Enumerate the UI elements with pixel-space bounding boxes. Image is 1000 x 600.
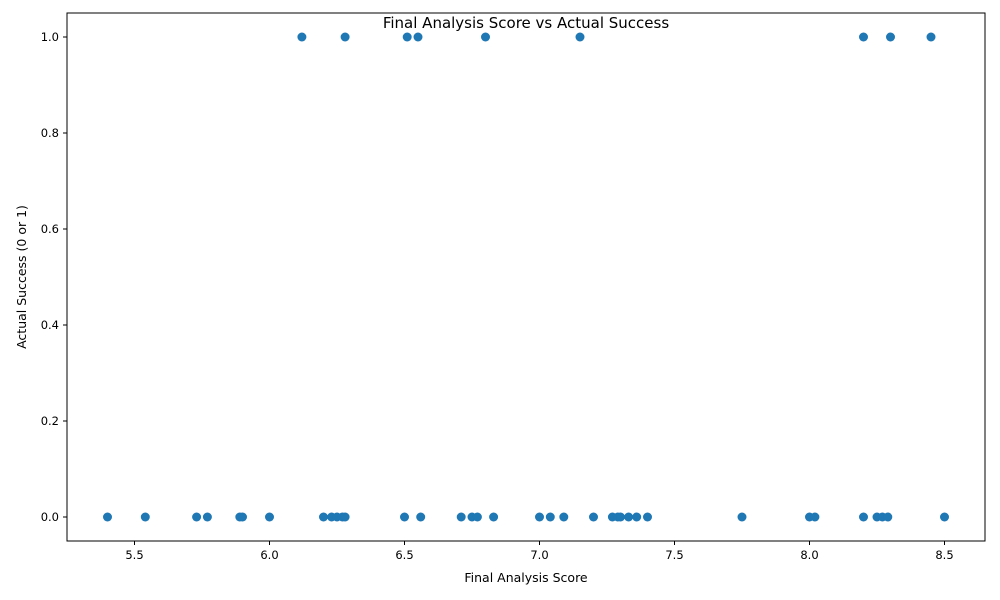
data-point <box>481 32 490 42</box>
x-tick-label: 8.5 <box>935 548 953 562</box>
data-point <box>632 512 642 522</box>
data-point <box>926 32 936 42</box>
y-tick-label: 0.6 <box>41 222 59 236</box>
data-point <box>400 512 409 522</box>
x-tick-label: 7.5 <box>665 548 683 562</box>
x-tick-label: 8.0 <box>800 548 818 562</box>
data-point <box>238 512 247 522</box>
x-axis-label: Final Analysis Score <box>464 570 588 585</box>
y-tick-label: 0.0 <box>41 510 59 524</box>
data-point <box>940 512 949 522</box>
plot-frame <box>66 12 986 542</box>
data-point <box>140 512 150 522</box>
data-point <box>319 512 328 522</box>
data-point <box>402 32 412 42</box>
data-point <box>886 32 895 42</box>
data-point <box>624 512 634 522</box>
data-point <box>340 32 350 42</box>
x-tick-label: 6.0 <box>260 548 278 562</box>
data-point <box>883 512 893 522</box>
data-point <box>616 512 625 522</box>
data-point <box>545 512 555 522</box>
data-point <box>737 512 747 522</box>
data-point <box>472 512 482 522</box>
data-point <box>340 512 350 522</box>
data-points <box>103 32 949 522</box>
y-axis-ticks: 0.0 0.2 0.4 0.6 0.8 1.0 <box>41 30 67 524</box>
chart-title: Final Analysis Score vs Actual Success <box>383 14 669 32</box>
data-point <box>643 512 652 522</box>
data-point <box>202 512 212 522</box>
data-point <box>456 512 466 522</box>
data-point <box>859 32 868 42</box>
data-point <box>297 32 307 42</box>
data-point <box>810 512 820 522</box>
data-point <box>559 512 569 522</box>
data-point <box>575 32 585 42</box>
y-axis-label: Actual Success (0 or 1) <box>14 205 29 349</box>
data-point <box>413 32 423 42</box>
y-tick-label: 0.2 <box>41 414 59 428</box>
data-point <box>265 512 274 522</box>
x-axis-ticks: 5.5 6.0 6.5 7.0 7.5 8.0 8.5 <box>125 541 954 562</box>
data-point <box>535 512 544 522</box>
y-tick-label: 0.8 <box>41 126 59 140</box>
x-tick-label: 6.5 <box>395 548 413 562</box>
data-point <box>489 512 499 522</box>
data-point <box>416 512 426 522</box>
data-point <box>192 512 202 522</box>
data-point <box>103 512 112 522</box>
data-point <box>859 512 868 522</box>
y-tick-label: 0.4 <box>41 318 59 332</box>
x-tick-label: 5.5 <box>125 548 143 562</box>
x-tick-label: 7.0 <box>530 548 548 562</box>
y-tick-label: 1.0 <box>41 30 59 44</box>
data-point <box>589 512 598 522</box>
